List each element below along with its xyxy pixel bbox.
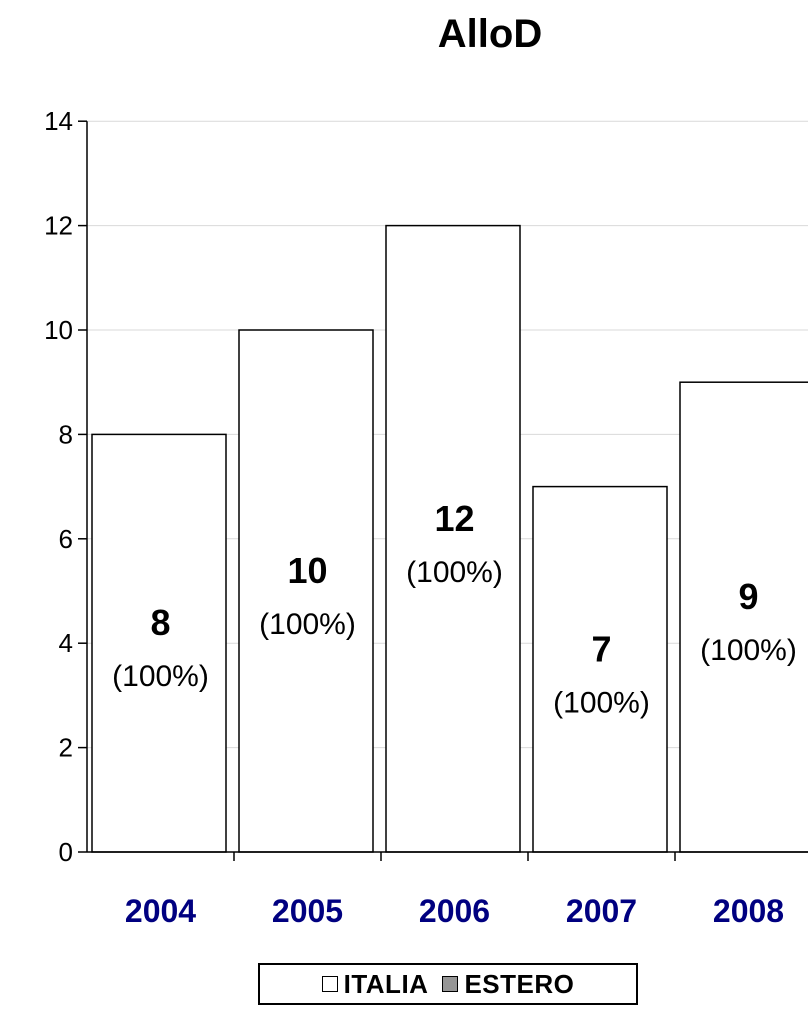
x-tick-label: 2005: [272, 893, 343, 929]
data-label-value: 8: [150, 602, 170, 643]
y-tick-label: 10: [44, 315, 73, 345]
legend-item-italia: ITALIA: [321, 968, 429, 1000]
x-tick-label: 2007: [566, 893, 637, 929]
y-tick-label: 8: [59, 419, 73, 449]
x-tick-label: 2008: [713, 893, 784, 929]
y-tick-label: 14: [44, 106, 73, 136]
bar-2004: [91, 433, 227, 853]
bar-2005: [238, 329, 374, 853]
data-label-value: 10: [287, 550, 327, 591]
y-tick-label: 6: [59, 524, 73, 554]
data-label-percent: (100%): [112, 660, 209, 693]
legend-label-estero: ESTERO: [464, 968, 575, 999]
data-label-percent: (100%): [700, 634, 797, 667]
x-tick-label: 2006: [419, 893, 490, 929]
y-tick-label: 0: [59, 837, 73, 867]
legend-swatch-estero: [442, 976, 459, 992]
data-label-value: 7: [591, 628, 611, 669]
data-label-percent: (100%): [553, 686, 650, 719]
bar-2006: [385, 224, 521, 853]
y-tick-label: 2: [59, 733, 73, 763]
data-label-percent: (100%): [406, 556, 503, 589]
data-label-percent: (100%): [259, 608, 356, 641]
legend-item-estero: ESTERO: [442, 969, 574, 1000]
bar-2008: [679, 381, 808, 853]
legend-label-italia: ITALIA: [343, 968, 429, 999]
chart-title: AlloD: [437, 12, 543, 56]
legend-swatch-italia: [321, 976, 338, 992]
y-tick-label: 4: [59, 628, 73, 658]
chart-legend: ITALIA ESTERO: [258, 963, 638, 1005]
data-label-value: 9: [738, 576, 758, 617]
x-tick-label: 2004: [125, 893, 196, 929]
data-label-value: 12: [434, 498, 474, 539]
y-tick-label: 12: [44, 211, 73, 241]
